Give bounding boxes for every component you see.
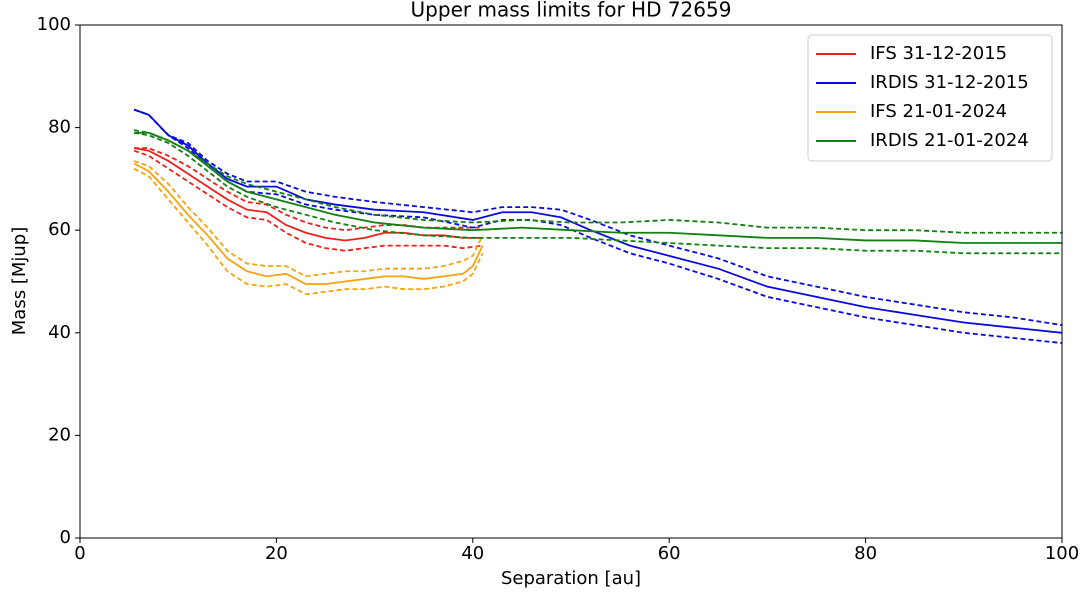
bound-line: [133, 108, 1063, 326]
y-axis-label: Mass [Mjup]: [9, 227, 30, 335]
y-tick-label: 60: [48, 219, 71, 240]
bound-line: [133, 108, 1063, 344]
x-tick-label: 60: [658, 543, 681, 564]
bound-line: [133, 129, 1062, 234]
x-axis-label: Separation [au]: [501, 568, 641, 589]
bound-line: [133, 131, 1062, 255]
y-tick-label: 20: [48, 424, 71, 445]
bound-line: [133, 160, 484, 278]
y-tick-label: 80: [48, 117, 71, 138]
y-tick-label: 0: [60, 527, 71, 548]
legend-label: IRDIS 31-12-2015: [870, 72, 1029, 93]
chart-title: Upper mass limits for HD 72659: [411, 0, 732, 22]
bound-line: [133, 149, 483, 252]
bound-line: [133, 167, 484, 296]
bound-line: [134, 147, 483, 232]
legend-box: [807, 34, 1053, 162]
plot-frame: [79, 24, 1063, 539]
legend-label: IRDIS 21-01-2024: [870, 130, 1029, 151]
y-tick-label: 100: [37, 14, 71, 35]
line: [133, 162, 484, 285]
x-tick-label: 80: [854, 543, 877, 564]
x-tick-label: 0: [74, 543, 85, 564]
line: [133, 147, 483, 242]
legend-label: IFS 21-01-2024: [870, 101, 1007, 122]
y-tick-label: 40: [48, 322, 71, 343]
line: [134, 131, 1062, 244]
legend-label: IFS 31-12-2015: [870, 43, 1007, 64]
x-tick-label: 100: [1045, 543, 1079, 564]
x-tick-label: 20: [265, 543, 288, 564]
x-tick-label: 40: [461, 543, 484, 564]
